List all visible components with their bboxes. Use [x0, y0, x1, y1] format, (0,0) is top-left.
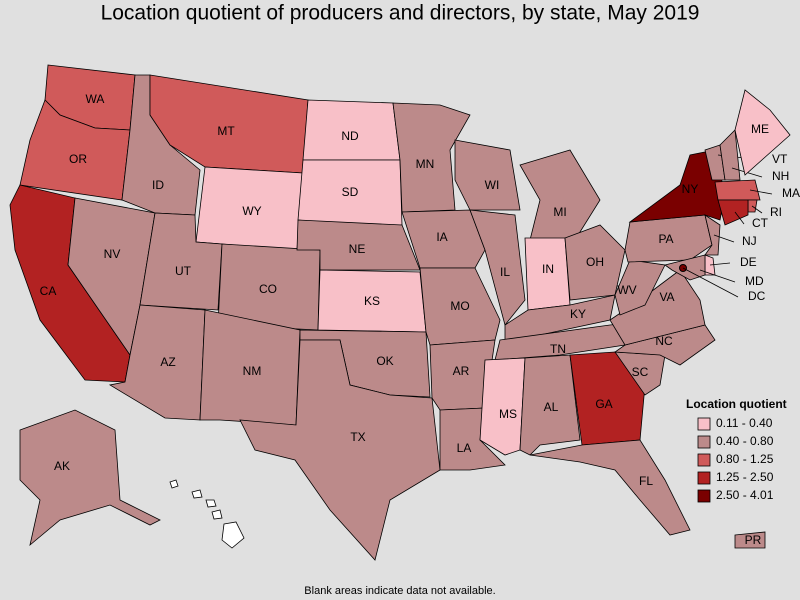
state-label: AZ [160, 355, 175, 369]
state-label: DE [740, 255, 757, 269]
legend-swatch [697, 417, 711, 431]
state-label: KS [364, 294, 380, 308]
leader-line [734, 211, 745, 225]
leader-line [713, 234, 735, 243]
state [454, 139, 521, 211]
legend-label: 0.40 - 0.80 [716, 434, 774, 448]
state [19, 409, 161, 547]
legend-title: Location quotient [686, 397, 787, 411]
state-label: IA [436, 230, 447, 244]
state [704, 214, 721, 256]
state-label: LA [457, 441, 472, 455]
legend-label: 0.80 - 1.25 [716, 452, 774, 466]
state [614, 259, 666, 316]
state-label: NY [682, 182, 699, 196]
state [392, 102, 471, 213]
legend-swatch [697, 471, 711, 485]
state-label: AK [54, 459, 70, 473]
state-label: NE [349, 242, 366, 256]
state-label: WY [242, 204, 261, 218]
map-title: Location quotient of producers and direc… [101, 2, 700, 25]
leader-line [749, 189, 773, 195]
footnote: Blank areas indicate data not available. [304, 585, 495, 597]
state [529, 439, 691, 536]
legend-label: 1.25 - 2.50 [716, 470, 774, 484]
state-label: PR [745, 533, 762, 547]
state-label: IL [500, 265, 510, 279]
state-label: SD [342, 185, 359, 199]
state-label: NC [655, 334, 673, 348]
state-label: WV [617, 283, 636, 297]
state-label: FL [639, 474, 653, 488]
state-label: MT [217, 124, 235, 138]
state-label: CO [259, 282, 277, 296]
state-label: TX [350, 430, 365, 444]
leader-line [709, 262, 731, 266]
state [714, 179, 761, 201]
hawaii [169, 479, 245, 549]
state-label: MN [416, 157, 435, 171]
leader-line [751, 205, 763, 214]
state-label: RI [770, 205, 782, 219]
state-label: NH [772, 169, 789, 183]
state [734, 531, 766, 549]
state [519, 149, 601, 241]
legend-label: 2.50 - 4.01 [716, 488, 774, 502]
legend-swatch [697, 489, 711, 503]
state-label: MS [499, 407, 517, 421]
state-label: VA [659, 290, 674, 304]
leader-line [682, 267, 739, 298]
state-label: OR [69, 152, 87, 166]
state [239, 339, 441, 561]
state-label: NV [104, 247, 121, 261]
state-label: MD [745, 274, 764, 288]
state-label: UT [175, 264, 192, 278]
state-label: OK [376, 354, 393, 368]
state-label: CA [40, 284, 57, 298]
state [569, 351, 646, 446]
legend-label: 0.11 - 0.40 [716, 416, 773, 430]
state [469, 209, 526, 326]
legend-swatch [697, 435, 711, 449]
state-label: KY [570, 307, 586, 321]
state-label: IN [542, 262, 554, 276]
state-label: NJ [742, 234, 757, 248]
state-label: MA [782, 186, 800, 200]
state-label: WI [485, 178, 500, 192]
state-label: WA [86, 92, 105, 106]
state [401, 209, 486, 269]
state [564, 224, 626, 301]
state [479, 357, 526, 456]
state-label: ME [751, 122, 769, 136]
state-label: AL [544, 400, 559, 414]
state-label: VT [772, 152, 788, 166]
state [717, 199, 749, 226]
state-label: DC [748, 289, 766, 303]
state-label: MO [450, 299, 469, 313]
state-label: CT [752, 216, 769, 230]
state-label: ND [341, 129, 359, 143]
leader-line [699, 269, 736, 283]
state-label: NM [243, 364, 262, 378]
state-label: TN [550, 342, 566, 356]
state [734, 89, 791, 176]
state-label: GA [595, 397, 612, 411]
state-label: ID [152, 178, 164, 192]
state-label: AR [453, 364, 470, 378]
state-label: OH [586, 255, 604, 269]
state-label: SC [632, 365, 649, 379]
legend-swatch [697, 453, 711, 467]
state-label: MI [553, 205, 566, 219]
state-label: PA [658, 232, 673, 246]
state [719, 129, 741, 181]
